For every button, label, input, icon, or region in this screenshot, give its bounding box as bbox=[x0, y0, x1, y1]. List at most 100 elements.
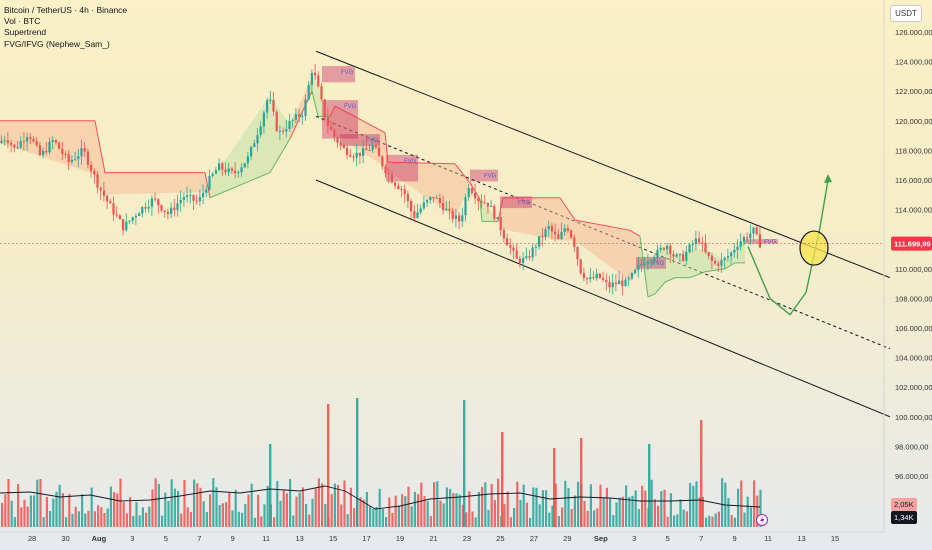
volume-bar bbox=[10, 500, 13, 527]
candle-body bbox=[115, 214, 118, 216]
volume-bar bbox=[423, 496, 426, 527]
candle-body bbox=[595, 273, 598, 279]
volume-bar bbox=[461, 504, 464, 527]
fvg-label: FVG bbox=[484, 174, 497, 180]
candle-body bbox=[413, 211, 416, 218]
volume-bar bbox=[90, 487, 93, 527]
legend-volume[interactable]: Vol · BTC bbox=[4, 16, 41, 27]
volume-bar bbox=[81, 494, 84, 527]
volume-bar bbox=[218, 504, 221, 527]
volume-bar bbox=[733, 517, 736, 527]
candle-body bbox=[490, 205, 493, 207]
candle-body bbox=[371, 145, 374, 151]
candle-body bbox=[35, 141, 38, 146]
volume-bar bbox=[186, 507, 189, 527]
volume-bar bbox=[42, 517, 45, 527]
price-unit-selector[interactable]: USDT bbox=[890, 5, 922, 22]
price-tick-label: 126.000,00 bbox=[895, 28, 932, 37]
price-tick-label: 118.000,00 bbox=[895, 146, 932, 155]
candle-body bbox=[422, 202, 425, 209]
volume-bar bbox=[196, 483, 199, 527]
candle-body bbox=[598, 273, 601, 278]
volume-bar bbox=[23, 499, 26, 527]
volume-label-1-bg bbox=[891, 498, 917, 511]
candle-body bbox=[582, 273, 585, 279]
fvg-label: FVG bbox=[344, 104, 357, 110]
candle-body bbox=[614, 282, 617, 285]
candle-body bbox=[262, 112, 265, 127]
candle-body bbox=[714, 260, 717, 264]
candle-body bbox=[480, 201, 483, 203]
legend-fvg[interactable]: FVG/IFVG (Nephew_Sam_) bbox=[4, 38, 110, 49]
volume-bar-tall bbox=[700, 420, 703, 527]
legend-symbol[interactable]: Bitcoin / TetherUS · 4h · Binance bbox=[4, 5, 128, 15]
volume-bar bbox=[561, 507, 564, 527]
volume-bar bbox=[330, 494, 333, 527]
candle-body bbox=[486, 202, 489, 207]
candle-body bbox=[634, 269, 637, 274]
candle-body bbox=[477, 198, 480, 202]
price-tick-label: 120.000,00 bbox=[895, 117, 932, 126]
candle-body bbox=[243, 163, 246, 168]
candle-body bbox=[291, 119, 294, 121]
volume-bar bbox=[682, 509, 685, 527]
volume-bar bbox=[273, 517, 276, 527]
supertrend-fill-down bbox=[105, 172, 205, 195]
candle-body bbox=[378, 147, 381, 157]
volume-bar bbox=[621, 496, 624, 527]
legend-supertrend[interactable]: Supertrend bbox=[4, 27, 47, 38]
candle-body bbox=[259, 126, 262, 135]
candle-body bbox=[122, 219, 125, 231]
volume-bar bbox=[138, 515, 141, 527]
regression-channel bbox=[315, 50, 891, 418]
candle-body bbox=[64, 153, 67, 155]
volume-bar bbox=[237, 511, 240, 527]
candle-body bbox=[611, 282, 614, 288]
candle-body bbox=[454, 215, 457, 220]
volume-bar bbox=[599, 484, 602, 527]
candle-body bbox=[192, 195, 195, 201]
supertrend-fill-up bbox=[312, 77, 318, 117]
candle-body bbox=[288, 120, 291, 130]
volume-bar bbox=[225, 502, 228, 527]
current-price-text: 111.699,99 bbox=[894, 240, 931, 249]
volume-bar bbox=[685, 511, 688, 527]
volume-bar bbox=[282, 489, 285, 527]
volume-bar bbox=[106, 508, 109, 527]
volume-bar bbox=[455, 493, 458, 527]
candle-body bbox=[512, 247, 515, 251]
volume-bar bbox=[49, 510, 52, 527]
candle-body bbox=[438, 197, 441, 204]
volume-bar bbox=[295, 496, 298, 527]
volume-bar bbox=[452, 493, 455, 527]
candle-body bbox=[208, 175, 211, 190]
candle-body bbox=[150, 198, 153, 207]
candle-body bbox=[410, 200, 413, 212]
lightning-icon[interactable] bbox=[756, 514, 768, 526]
candle-body bbox=[726, 256, 729, 258]
volume-bar bbox=[26, 506, 29, 527]
time-tick-label: Aug bbox=[92, 534, 107, 543]
time-tick-label: 29 bbox=[563, 534, 571, 543]
volume-bar bbox=[541, 490, 544, 527]
candle-body bbox=[16, 147, 19, 149]
candle-body bbox=[74, 159, 77, 161]
candle-body bbox=[534, 246, 537, 248]
volume-bar bbox=[493, 500, 496, 527]
candle-body bbox=[669, 245, 672, 255]
time-tick-label: 5 bbox=[666, 534, 670, 543]
candle-body bbox=[506, 238, 509, 246]
candle-body bbox=[42, 150, 45, 155]
volume-bar bbox=[346, 514, 349, 527]
volume-bar bbox=[125, 513, 128, 527]
volume-bar bbox=[353, 508, 356, 527]
candle-body bbox=[323, 99, 326, 118]
supertrend-fill-up bbox=[648, 255, 655, 297]
candle-body bbox=[515, 250, 518, 259]
volume-bar bbox=[583, 500, 586, 527]
volume-bar bbox=[449, 488, 452, 527]
candle-body bbox=[563, 228, 566, 233]
volume-label-2-bg bbox=[891, 511, 917, 524]
time-tick-label: 13 bbox=[797, 534, 805, 543]
